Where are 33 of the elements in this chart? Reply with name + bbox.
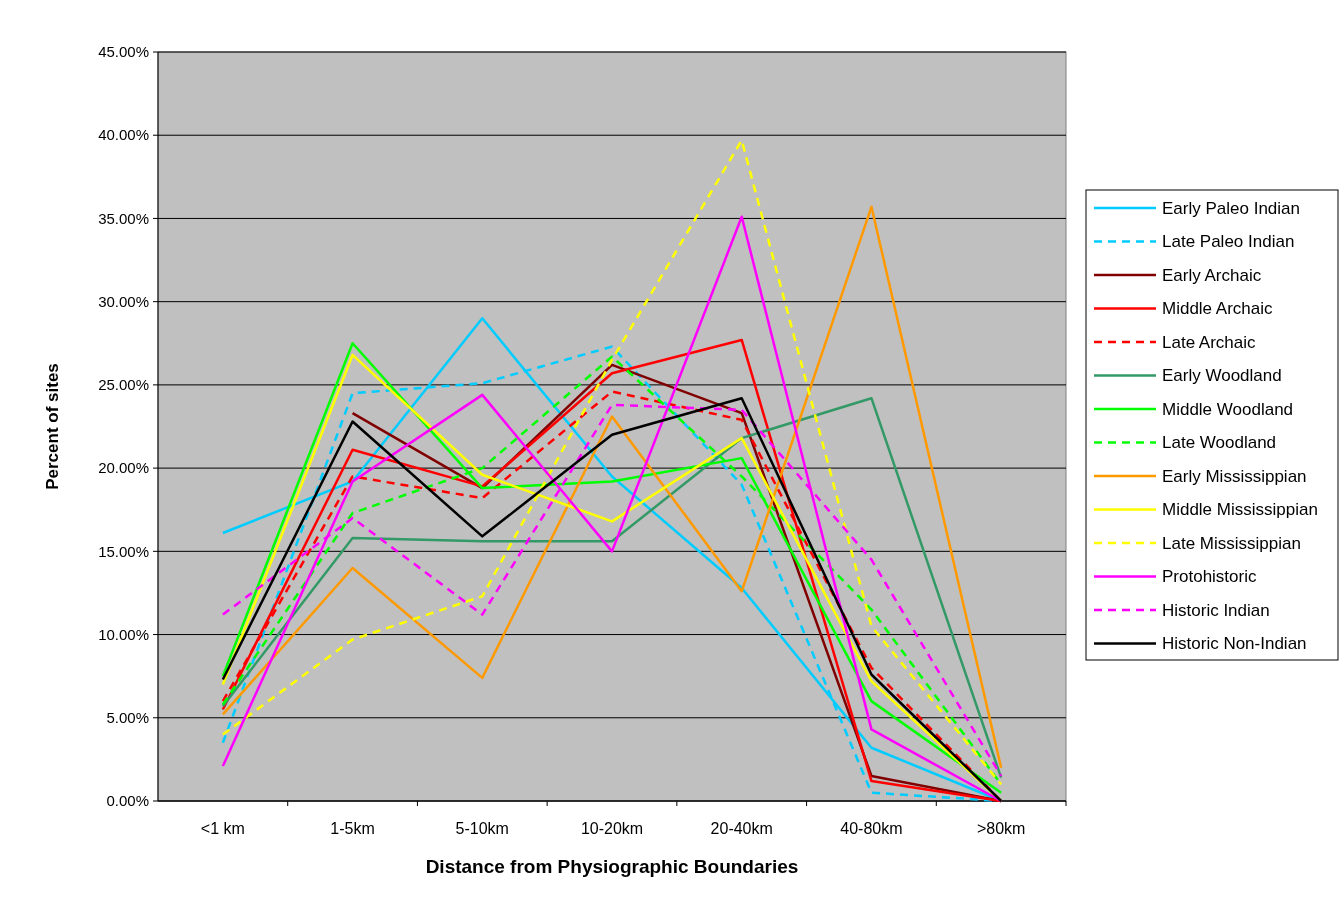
y-axis-title: Percent of sites [43, 363, 62, 490]
x-axis-title: Distance from Physiographic Boundaries [425, 856, 799, 877]
x-tick-label: 20-40km [710, 820, 773, 837]
legend-label: Early Woodland [1162, 366, 1282, 386]
legend-label: Late Mississippian [1162, 533, 1301, 553]
legend-label: Early Mississippian [1162, 466, 1307, 486]
legend-label: Middle Woodland [1162, 399, 1294, 419]
legend-label: Historic Indian [1162, 600, 1270, 620]
y-tick-label: 15.00% [98, 542, 149, 560]
x-tick-label: 40-80km [840, 820, 903, 837]
x-tick-label: >80km [976, 820, 1026, 837]
y-tick-label: 10.00% [98, 625, 149, 643]
legend-label: Historic Non-Indian [1162, 634, 1307, 654]
legend-label: Late Woodland [1162, 433, 1277, 453]
y-tick-label: 5.00% [106, 709, 149, 727]
legend-label: Early Paleo Indian [1162, 198, 1300, 218]
x-tick-label: 5-10km [455, 820, 509, 837]
y-tick-label: 20.00% [98, 459, 149, 477]
y-tick-label: 30.00% [98, 292, 149, 310]
legend-label: Middle Mississippian [1162, 500, 1318, 520]
y-tick-label: 25.00% [98, 376, 149, 394]
x-tick-label: <1 km [200, 820, 245, 837]
x-tick-label: 10-20km [580, 820, 644, 837]
y-tick-label: 40.00% [98, 126, 149, 144]
x-tick-label: 1-5km [330, 820, 375, 837]
legend-label: Protohistoric [1162, 567, 1257, 587]
y-tick-label: 45.00% [98, 43, 149, 61]
y-tick-label: 0.00% [106, 792, 149, 810]
legend-label: Late Archaic [1162, 332, 1257, 352]
legend-label: Middle Archaic [1162, 299, 1274, 319]
y-tick-label: 35.00% [98, 209, 149, 227]
legend-label: Early Archaic [1162, 265, 1262, 285]
legend-label: Late Paleo Indian [1162, 232, 1295, 252]
